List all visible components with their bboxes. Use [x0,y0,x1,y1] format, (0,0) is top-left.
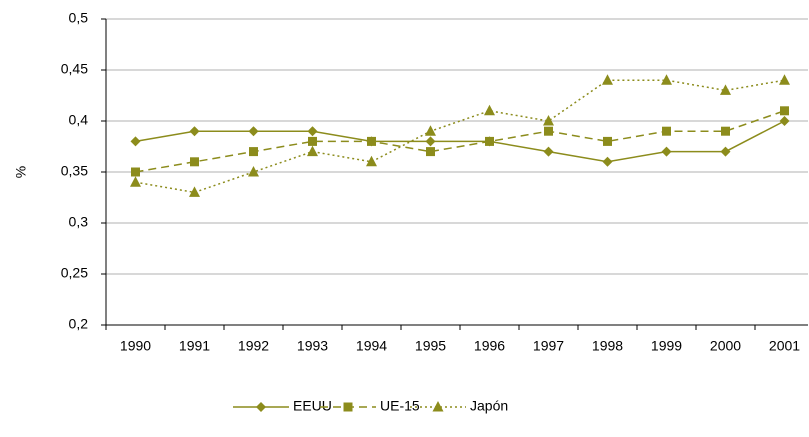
y-tick-label: 0,2 [69,316,89,332]
y-tick-label: 0,45 [61,61,88,77]
x-tick-label: 1994 [356,338,387,354]
marker [190,157,199,167]
marker [543,115,554,126]
marker [721,126,730,136]
marker [662,126,671,136]
legend-label: Japón [470,398,508,414]
y-tick-label: 0,25 [61,265,88,281]
y-tick-label: 0,4 [69,112,89,128]
x-tick-label: 1992 [238,338,269,354]
marker [720,146,731,157]
series-line [135,120,785,163]
x-tick-label: 1993 [297,338,328,354]
marker [367,136,376,146]
y-tick-label: 0,35 [61,163,88,179]
x-tick-label: 2001 [769,338,800,354]
series-line [135,79,785,194]
marker [343,402,353,412]
marker [256,402,266,412]
marker [307,145,318,157]
marker [779,116,790,126]
x-tick-label: 1999 [651,338,682,354]
marker [484,104,495,116]
y-axis-title: % [13,166,29,178]
marker [426,147,435,157]
marker [602,74,613,85]
marker [661,74,672,85]
marker [485,136,494,146]
marker [189,126,200,137]
marker [432,401,444,412]
marker [602,156,613,167]
marker [248,126,259,137]
x-tick-label: 2000 [710,338,741,354]
marker [366,155,377,167]
marker [130,136,141,147]
x-tick-label: 1998 [592,338,623,354]
x-tick-label: 1995 [415,338,446,354]
x-tick-label: 1996 [474,338,505,354]
marker [544,126,553,136]
marker [308,136,317,146]
marker [130,176,141,187]
marker [720,84,731,95]
legend-label: UE-15 [380,398,420,414]
marker [661,146,672,157]
marker [779,74,790,85]
marker [307,126,318,137]
marker [425,125,436,136]
y-tick-label: 0,3 [69,214,89,230]
x-tick-label: 1997 [533,338,564,354]
marker [248,166,259,177]
marker [780,106,789,116]
marker [603,136,612,146]
marker [131,167,140,177]
legend-label: EEUU [293,398,332,414]
x-tick-label: 1991 [179,338,210,354]
marker [425,136,436,147]
marker [249,147,258,157]
marker [189,186,200,197]
y-tick-label: 0,5 [69,10,89,26]
x-tick-label: 1990 [120,338,151,354]
marker [543,146,554,157]
series-line [135,110,785,173]
